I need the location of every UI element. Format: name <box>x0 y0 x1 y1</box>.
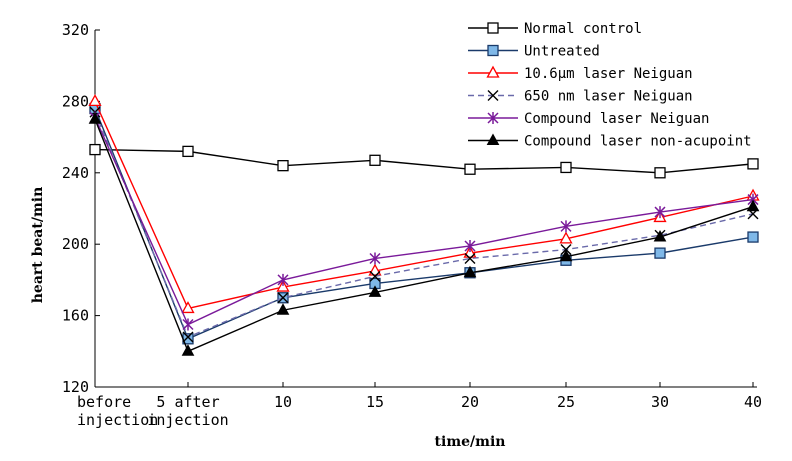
legend-item: 650 nm laser Neiguan <box>468 89 693 105</box>
data-point <box>747 231 759 243</box>
data-point <box>560 244 572 256</box>
data-point <box>559 249 573 262</box>
y-tick-label: 200 <box>62 235 89 253</box>
data-point <box>560 161 572 174</box>
data-point <box>464 239 476 252</box>
marker-x <box>487 90 499 101</box>
data-point <box>277 273 289 286</box>
data-point <box>277 160 289 172</box>
marker-triangle-filled <box>486 133 500 145</box>
data-point <box>653 230 667 242</box>
legend: Normal control Untreated 10.6μm laser Neig… <box>468 21 752 150</box>
axes <box>94 29 757 388</box>
data-point <box>369 270 381 282</box>
y-tick-label: 320 <box>62 21 89 39</box>
series-5 <box>88 112 760 356</box>
x-tick-label: 25 <box>557 393 575 411</box>
marker-square-filled <box>487 44 499 57</box>
series-line <box>94 101 754 310</box>
data-point <box>88 94 102 107</box>
legend-item: Compound laser non-acupoint <box>468 133 752 150</box>
data-point <box>463 245 477 258</box>
x-tick-label: 10 <box>274 393 292 411</box>
data-point <box>181 344 195 356</box>
marker-triangle-open <box>486 65 500 78</box>
y-tick-label: 280 <box>62 92 89 110</box>
data-point <box>747 158 759 170</box>
series-line <box>94 148 754 174</box>
legend-label: Compound laser Neiguan <box>524 111 709 127</box>
x-tick-label: 30 <box>651 393 669 411</box>
y-tick-labels: 120 160 200 240 280 320 <box>62 21 89 396</box>
series-line <box>94 118 754 353</box>
legend-item: 10.6μm laser Neiguan <box>468 65 693 82</box>
legend-label: Untreated <box>524 44 600 60</box>
data-point <box>464 252 476 264</box>
data-point <box>89 143 101 156</box>
data-point <box>369 154 381 166</box>
series-line <box>94 108 754 340</box>
data-point <box>182 331 194 343</box>
x-tick-label: injection <box>147 411 228 429</box>
legend-label: Compound laser non-acupoint <box>524 134 752 150</box>
legend-item: Compound laser Neiguan <box>468 111 709 127</box>
y-tick-label: 160 <box>62 307 89 325</box>
series-group <box>88 94 760 356</box>
y-tick-label: 240 <box>62 164 89 182</box>
data-point <box>746 199 760 212</box>
legend-label: 650 nm laser Neiguan <box>524 89 693 105</box>
legend-label: 10.6μm laser Neiguan <box>524 66 693 82</box>
data-point <box>464 163 476 175</box>
x-tick-label: before <box>77 393 131 411</box>
y-tick-label: 120 <box>62 378 89 396</box>
x-tick-label: 5 after <box>156 393 219 411</box>
data-point <box>88 112 102 124</box>
data-point <box>559 231 573 244</box>
data-point <box>182 145 194 158</box>
data-point <box>276 303 290 315</box>
data-point <box>654 206 666 219</box>
x-tick-label: 15 <box>366 393 384 411</box>
data-point <box>654 167 666 179</box>
data-point <box>369 252 381 265</box>
series-2 <box>88 94 760 314</box>
marker-asterisk <box>487 112 499 124</box>
data-point <box>463 265 477 278</box>
x-tick-label: injection <box>77 411 158 429</box>
legend-item: Normal control <box>468 21 642 37</box>
series-line <box>94 117 754 326</box>
legend-item: Untreated <box>468 44 600 60</box>
legend-label: Normal control <box>524 21 642 37</box>
data-point <box>368 285 382 297</box>
data-point <box>182 318 194 331</box>
data-point <box>654 247 666 259</box>
data-point <box>276 279 290 292</box>
x-tick-label: 20 <box>461 393 479 411</box>
x-axis-label: time/min <box>435 434 506 450</box>
series-0 <box>89 143 759 179</box>
data-point <box>560 220 572 233</box>
data-point <box>181 301 195 314</box>
marker-square-open <box>487 22 499 34</box>
y-axis-label: heart beat/min <box>30 187 46 304</box>
series-line <box>94 111 754 338</box>
x-tick-label: 40 <box>744 393 762 411</box>
data-point <box>277 292 289 304</box>
data-point <box>368 263 382 276</box>
